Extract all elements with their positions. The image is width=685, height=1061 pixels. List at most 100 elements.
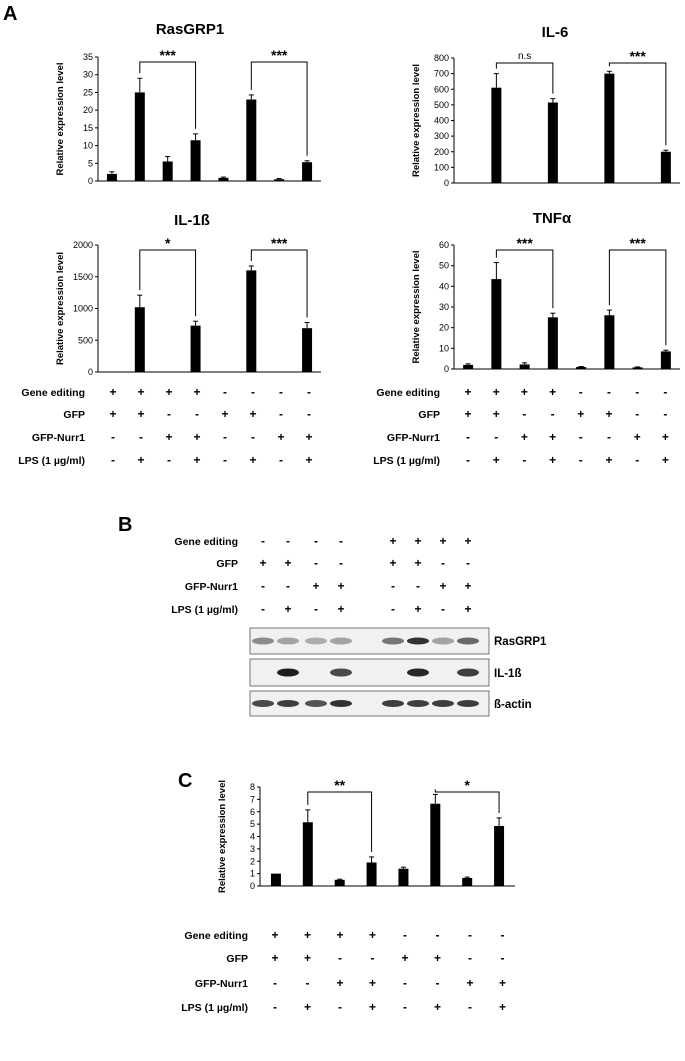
significance-bracket bbox=[307, 791, 373, 852]
condition-symbol: - bbox=[501, 951, 505, 965]
condition-symbol: - bbox=[522, 453, 526, 467]
condition-symbol: + bbox=[389, 534, 396, 548]
condition-symbol: + bbox=[499, 1000, 506, 1014]
blot-label: RasGRP1 bbox=[494, 636, 547, 648]
y-tick-label: 30 bbox=[83, 70, 93, 80]
condition-symbol: - bbox=[466, 453, 470, 467]
significance-bracket bbox=[250, 249, 308, 318]
condition-symbol: + bbox=[249, 453, 256, 467]
chart-title: IL-1ß bbox=[174, 212, 210, 229]
condition-row-label: Gene editing bbox=[21, 387, 85, 399]
y-tick-label: 30 bbox=[439, 302, 449, 312]
bar bbox=[270, 873, 281, 886]
condition-symbol: + bbox=[109, 385, 116, 399]
condition-symbol: - bbox=[223, 385, 227, 399]
condition-symbol: + bbox=[605, 407, 612, 421]
y-tick-label: 6 bbox=[250, 807, 255, 817]
bar bbox=[246, 270, 257, 372]
y-tick-label: 2000 bbox=[73, 240, 93, 250]
condition-symbol: - bbox=[494, 430, 498, 444]
condition-symbol: - bbox=[501, 928, 505, 942]
condition-symbol: - bbox=[391, 579, 395, 593]
condition-symbol: - bbox=[635, 453, 639, 467]
y-tick-label: 4 bbox=[250, 832, 255, 842]
condition-row-label: Gene editing bbox=[174, 536, 238, 548]
condition-symbol: - bbox=[306, 976, 310, 990]
y-tick-label: 50 bbox=[439, 261, 449, 271]
condition-symbol: - bbox=[339, 556, 343, 570]
condition-row-label: GFP-Nurr1 bbox=[195, 978, 248, 990]
bar bbox=[302, 328, 313, 372]
y-tick-label: 700 bbox=[434, 69, 449, 79]
chart-title: RasGRP1 bbox=[156, 21, 224, 38]
y-tick-label: 2 bbox=[250, 856, 255, 866]
condition-symbol: + bbox=[662, 430, 669, 444]
condition-symbol: + bbox=[439, 534, 446, 548]
condition-symbol: + bbox=[369, 928, 376, 942]
condition-row-label: LPS (1 µg/ml) bbox=[171, 604, 238, 616]
bar bbox=[398, 868, 409, 886]
bar bbox=[462, 877, 473, 886]
y-tick-label: 300 bbox=[434, 131, 449, 141]
condition-row-label: Gene editing bbox=[184, 930, 248, 942]
condition-symbol: + bbox=[434, 1000, 441, 1014]
condition-row-label: GFP bbox=[63, 409, 85, 421]
condition-symbol: - bbox=[579, 430, 583, 444]
condition-symbol: + bbox=[221, 407, 228, 421]
y-tick-label: 100 bbox=[434, 162, 449, 172]
blot-band bbox=[382, 637, 404, 645]
condition-row-label: GFP-Nurr1 bbox=[387, 432, 440, 444]
condition-symbol: + bbox=[305, 453, 312, 467]
condition-row-label: LPS (1 µg/ml) bbox=[373, 455, 440, 467]
y-tick-label: 1500 bbox=[73, 272, 93, 282]
significance-bracket bbox=[608, 249, 667, 346]
condition-symbol: - bbox=[167, 407, 171, 421]
bar bbox=[660, 151, 671, 183]
condition-symbol: + bbox=[137, 407, 144, 421]
il6-bar-chart: IL-6 Relative expression level 0 100 200 300 4… bbox=[411, 24, 680, 188]
condition-symbol: + bbox=[434, 951, 441, 965]
condition-symbol: - bbox=[273, 976, 277, 990]
condition-symbol: + bbox=[369, 976, 376, 990]
condition-symbol: - bbox=[441, 556, 445, 570]
condition-symbol: - bbox=[339, 534, 343, 548]
condition-symbol: - bbox=[286, 534, 290, 548]
condition-symbol: - bbox=[261, 579, 265, 593]
y-tick-label: 800 bbox=[434, 53, 449, 63]
condition-symbol: + bbox=[305, 430, 312, 444]
condition-row-label: GFP bbox=[418, 409, 440, 421]
y-axis-label: Relative expression level bbox=[217, 780, 228, 893]
y-tick-label: 0 bbox=[88, 367, 93, 377]
condition-row-label: GFP-Nurr1 bbox=[32, 432, 85, 444]
condition-symbol: + bbox=[109, 407, 116, 421]
condition-symbol: + bbox=[401, 951, 408, 965]
condition-row-label: GFP-Nurr1 bbox=[185, 581, 238, 593]
condition-table-a-left: Gene editing + + + + - - - - GFP + + - - + + - - GFP-Nurr1… bbox=[18, 385, 312, 467]
bar bbox=[274, 179, 285, 181]
y-tick-label: 60 bbox=[439, 240, 449, 250]
condition-symbol: - bbox=[195, 407, 199, 421]
condition-symbol: + bbox=[259, 556, 266, 570]
condition-symbol: + bbox=[464, 534, 471, 548]
significance-label: n.s bbox=[518, 51, 531, 62]
condition-symbol: + bbox=[193, 430, 200, 444]
blot-band bbox=[252, 700, 274, 707]
condition-symbol: + bbox=[304, 951, 311, 965]
condition-symbol: + bbox=[271, 951, 278, 965]
blot-band bbox=[277, 700, 299, 707]
bar bbox=[430, 803, 441, 886]
condition-symbol: + bbox=[464, 579, 471, 593]
condition-symbol: - bbox=[551, 407, 555, 421]
condition-symbol: - bbox=[416, 579, 420, 593]
condition-symbol: - bbox=[111, 430, 115, 444]
blot-band bbox=[457, 700, 479, 707]
condition-row-label: GFP bbox=[226, 953, 248, 965]
y-axis-label: Relative expression level bbox=[55, 252, 66, 365]
condition-symbol: + bbox=[137, 453, 144, 467]
condition-symbol: - bbox=[391, 602, 395, 616]
condition-symbol: + bbox=[493, 407, 500, 421]
condition-symbol: - bbox=[468, 951, 472, 965]
condition-symbol: - bbox=[466, 556, 470, 570]
blot-band bbox=[330, 700, 352, 707]
condition-symbol: + bbox=[165, 385, 172, 399]
